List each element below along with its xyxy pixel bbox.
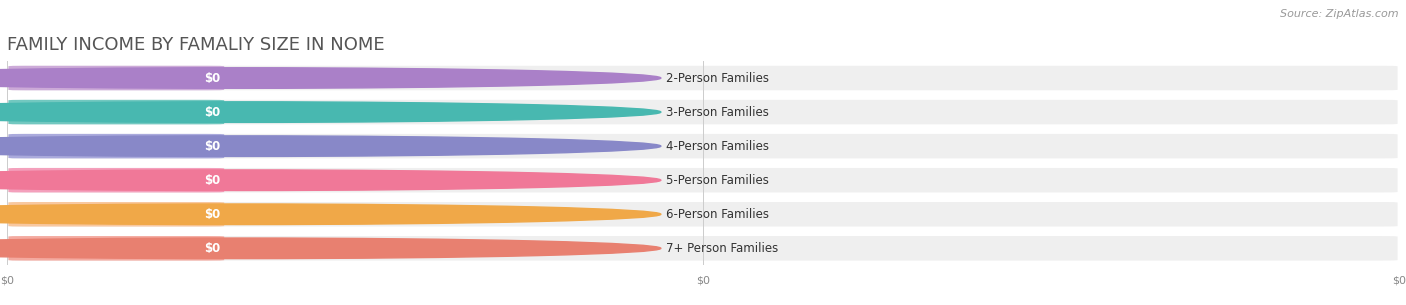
- Text: $0: $0: [204, 72, 219, 84]
- FancyBboxPatch shape: [8, 202, 224, 227]
- Text: 2-Person Families: 2-Person Families: [666, 72, 769, 84]
- Text: 5-Person Families: 5-Person Families: [666, 174, 769, 187]
- Circle shape: [0, 136, 661, 156]
- Text: $0: $0: [204, 106, 219, 119]
- FancyBboxPatch shape: [8, 202, 1398, 227]
- Circle shape: [0, 170, 661, 191]
- Circle shape: [0, 204, 661, 224]
- Text: $0: $0: [204, 208, 219, 221]
- FancyBboxPatch shape: [8, 66, 224, 90]
- FancyBboxPatch shape: [8, 134, 224, 158]
- Circle shape: [0, 238, 661, 259]
- FancyBboxPatch shape: [8, 168, 224, 192]
- Text: 6-Person Families: 6-Person Families: [666, 208, 769, 221]
- FancyBboxPatch shape: [8, 134, 1398, 158]
- FancyBboxPatch shape: [8, 100, 1398, 124]
- Circle shape: [0, 68, 661, 88]
- FancyBboxPatch shape: [8, 100, 224, 124]
- Text: 3-Person Families: 3-Person Families: [666, 106, 769, 119]
- Text: 7+ Person Families: 7+ Person Families: [666, 242, 779, 255]
- Text: Source: ZipAtlas.com: Source: ZipAtlas.com: [1281, 9, 1399, 19]
- Text: $0: $0: [204, 140, 219, 152]
- Text: $0: $0: [204, 174, 219, 187]
- FancyBboxPatch shape: [8, 236, 224, 260]
- FancyBboxPatch shape: [8, 236, 1398, 260]
- Text: $0: $0: [204, 242, 219, 255]
- Circle shape: [0, 102, 661, 122]
- Text: FAMILY INCOME BY FAMALIY SIZE IN NOME: FAMILY INCOME BY FAMALIY SIZE IN NOME: [7, 36, 385, 54]
- FancyBboxPatch shape: [8, 66, 1398, 90]
- FancyBboxPatch shape: [8, 168, 1398, 192]
- Text: 4-Person Families: 4-Person Families: [666, 140, 769, 152]
